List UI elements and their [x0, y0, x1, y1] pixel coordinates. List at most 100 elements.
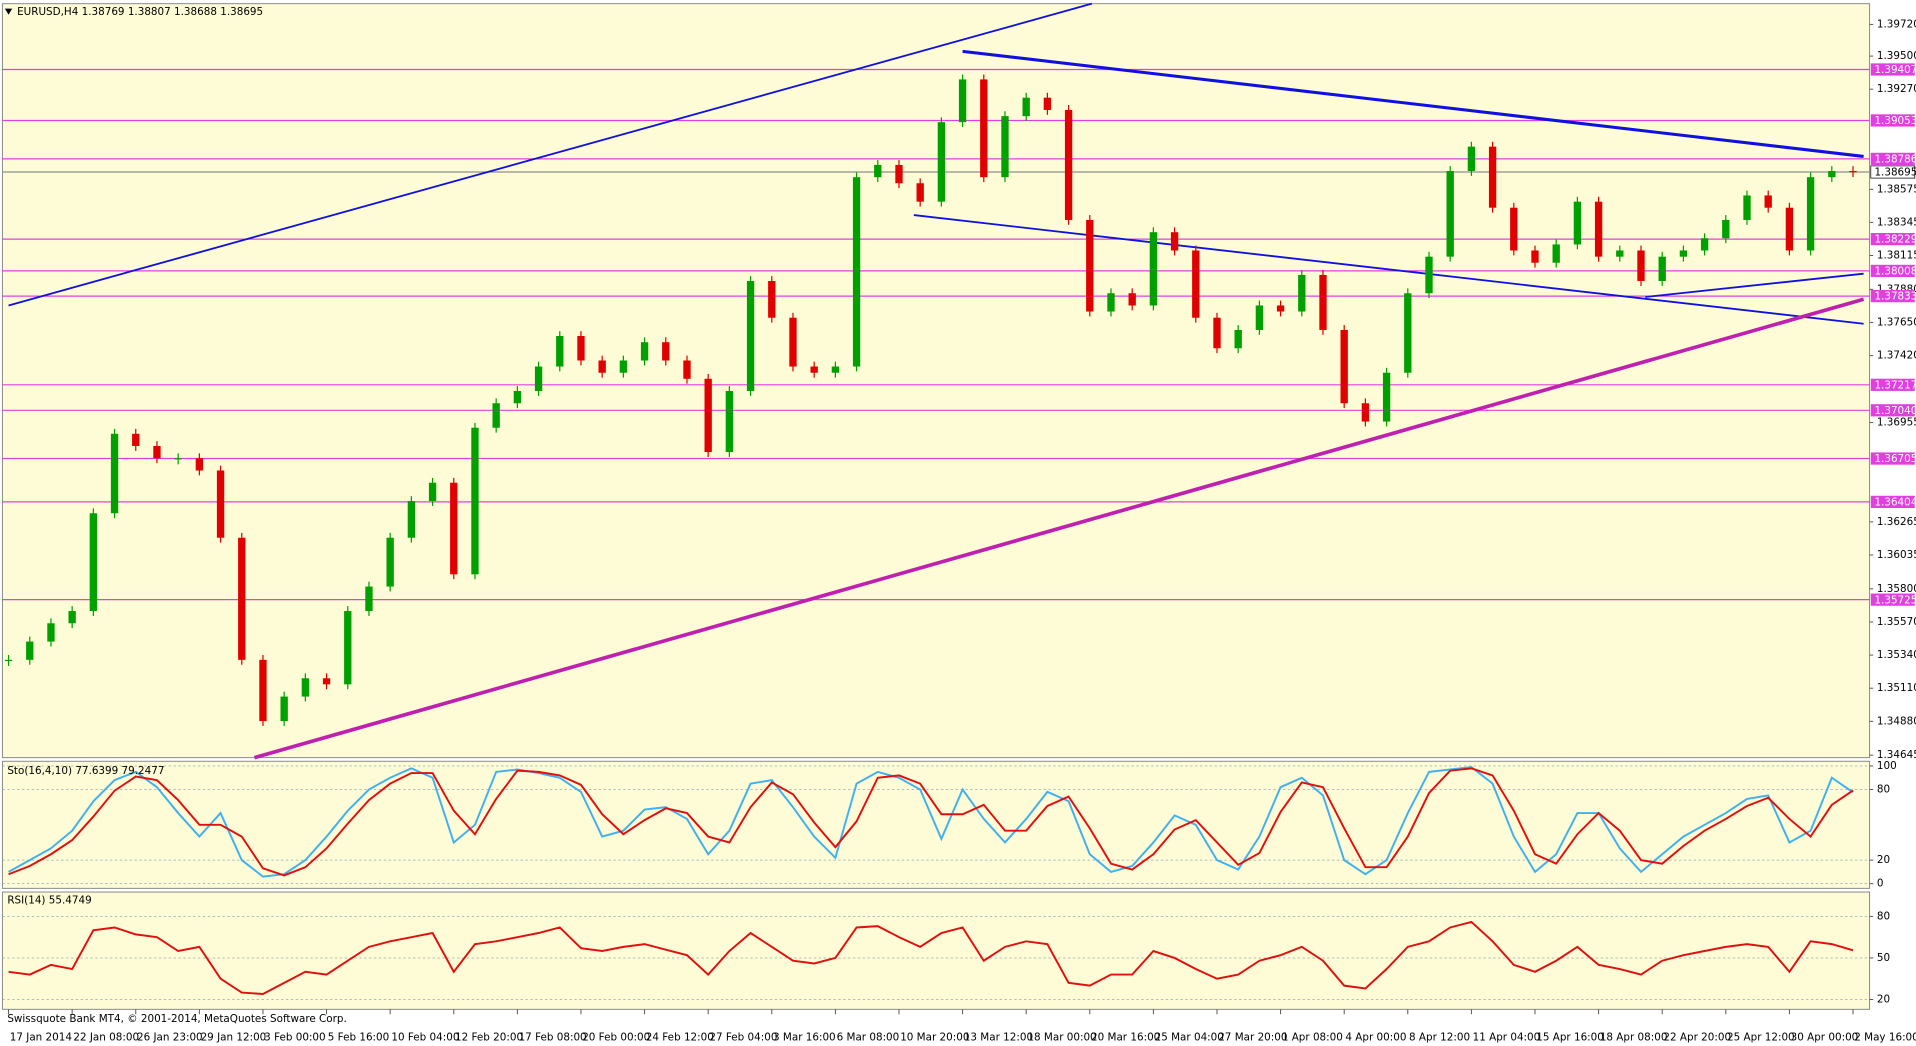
trend-line [913, 214, 1864, 325]
y-tick-label: 1.36265 [1877, 516, 1916, 528]
candle-body [1510, 207, 1518, 251]
candle-body [428, 482, 437, 502]
candle-body [1531, 250, 1539, 263]
trend-line [962, 49, 1864, 158]
y-tick-label: 1.35570 [1877, 616, 1916, 628]
x-tick-label: 25 Mar 04:00 [1155, 1031, 1224, 1043]
candle-body [1616, 250, 1624, 257]
candle-body [1467, 146, 1476, 171]
x-tick-label: 26 Jan 23:00 [137, 1031, 203, 1043]
candle-body [725, 391, 734, 453]
candle-body [132, 433, 140, 447]
candle-body [1192, 250, 1200, 318]
candle-body [1828, 170, 1836, 178]
candle-body [26, 641, 34, 660]
x-tick-label: 27 Mar 20:00 [1218, 1031, 1287, 1043]
y-tick-label: 1.39270 [1877, 83, 1916, 95]
trend-line [253, 297, 1865, 760]
y-tick-label: 1.35110 [1877, 682, 1916, 694]
x-tick-label: 25 Apr 12:00 [1727, 1031, 1795, 1043]
level-label-box [1870, 114, 1915, 127]
candle-body [1573, 201, 1582, 245]
level-label: 1.36404 [1874, 496, 1916, 508]
candle-body [110, 433, 119, 514]
x-tick-label: 10 Feb 04:00 [391, 1031, 459, 1043]
y-tick-label: 20 [1877, 854, 1890, 866]
x-tick-label: 24 Feb 12:00 [646, 1031, 714, 1043]
candle-body [1001, 116, 1009, 178]
candle-body [916, 183, 924, 202]
candle-body [513, 391, 522, 404]
candle-body [1128, 293, 1136, 306]
candle-body [852, 177, 861, 367]
level-label-box [1870, 152, 1915, 166]
current-price-label: 1.38695 [1874, 167, 1916, 179]
candle-body [365, 586, 373, 612]
candle-body [1043, 97, 1052, 110]
x-tick-label: 12 Feb 20:00 [455, 1031, 523, 1043]
y-tick-label: 50 [1877, 952, 1890, 964]
candle-body [598, 360, 606, 373]
candle-body [534, 366, 543, 392]
candle-body [1700, 238, 1709, 251]
y-tick-label: 100 [1877, 760, 1897, 772]
candle-body [874, 164, 882, 178]
candle-body [1234, 329, 1242, 349]
candle-body [1107, 293, 1115, 312]
y-tick-label: 1.39500 [1877, 50, 1916, 62]
level-label: 1.38008 [1874, 266, 1916, 278]
candle-body [68, 611, 76, 624]
level-label: 1.37217 [1874, 379, 1916, 391]
stochastic-title: Sto(16,4,10) 77.6399 79.2477 [7, 765, 164, 777]
candle-body [1319, 274, 1327, 330]
rsi-panel [1, 891, 1871, 1010]
y-tick-label: 0 [1877, 878, 1884, 890]
y-tick-label: 1.34880 [1877, 715, 1916, 727]
level-label: 1.38786 [1874, 154, 1916, 166]
candle-body [683, 360, 691, 379]
level-label: 1.36705 [1874, 453, 1916, 465]
candle-body [492, 403, 500, 428]
candle-body [1446, 170, 1454, 257]
candle-body [1149, 232, 1158, 306]
candle-body [1552, 244, 1560, 263]
candle-body [407, 501, 416, 538]
x-tick-label: 20 Mar 16:00 [1091, 1031, 1160, 1043]
candle-body [1594, 201, 1603, 257]
candle-body [1764, 195, 1772, 208]
candle-body [1382, 372, 1391, 422]
level-label: 1.39407 [1874, 64, 1916, 76]
x-tick-label: 27 Feb 04:00 [709, 1031, 777, 1043]
candle-body [47, 623, 55, 642]
chart-title: EURUSD,H4 1.38769 1.38807 1.38688 1.3869… [17, 6, 263, 18]
level-label-box [1870, 495, 1915, 508]
candle-body [280, 696, 288, 722]
candle-body [1488, 146, 1497, 208]
main-panel [1, 3, 1871, 759]
x-tick-label: 22 Jan 08:00 [73, 1031, 139, 1043]
y-tick-label: 1.38115 [1877, 250, 1916, 262]
x-tick-label: 5 Feb 16:00 [328, 1031, 389, 1043]
x-tick-label: 10 Mar 20:00 [900, 1031, 969, 1043]
x-tick-label: 11 Apr 04:00 [1473, 1031, 1541, 1043]
x-tick-label: 8 Apr 12:00 [1409, 1031, 1470, 1043]
x-tick-label: 6 Mar 08:00 [837, 1031, 900, 1043]
candle-body [1637, 250, 1645, 282]
candle-body [471, 427, 479, 575]
candle-body [1425, 256, 1433, 294]
y-tick-label: 20 [1877, 993, 1890, 1005]
candle-body [195, 458, 204, 471]
candle-body [1743, 195, 1751, 220]
indicator-line [8, 767, 1854, 877]
x-tick-label: 30 Apr 00:00 [1791, 1031, 1859, 1043]
candle-body [1170, 232, 1179, 251]
level-label: 1.37040 [1874, 405, 1916, 417]
candle-body [895, 164, 903, 184]
candle-body [174, 458, 182, 460]
x-tick-label: 18 Apr 08:00 [1600, 1031, 1668, 1043]
candle-body [153, 446, 161, 459]
candle-body [1255, 305, 1264, 330]
candle-body [1086, 219, 1094, 312]
candle-body [4, 659, 13, 662]
